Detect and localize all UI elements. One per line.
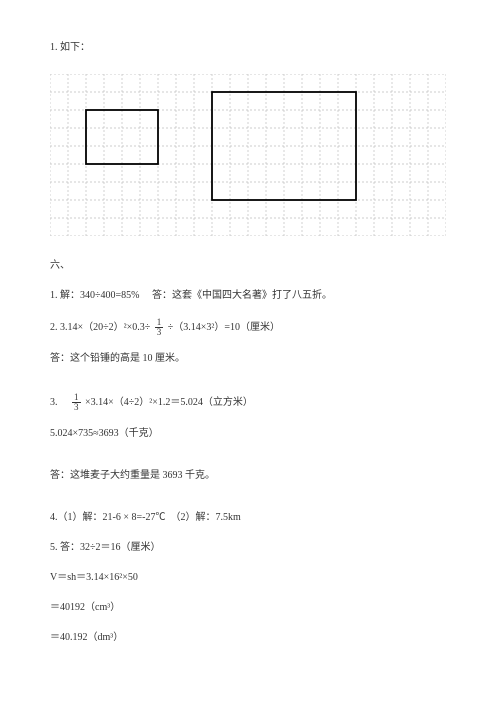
problem-1-answer: 答：这套《中国四大名著》打了八五折。 (152, 290, 332, 301)
problem-3-line2: 5.024×735≈3693（千克） (50, 426, 450, 442)
question-1-label: 1. 如下： (50, 40, 450, 56)
section-6-title: 六、 (50, 258, 450, 274)
problem-4: 4.（1）解：21-6 × 8=-27℃ （2）解：7.5km (50, 510, 450, 526)
fraction-1-3: 1 3 (155, 318, 164, 337)
problem-1-calc: 1. 解：340÷400=85% (50, 290, 139, 301)
problem-2-answer: 答：这个铅锤的高是 10 厘米。 (50, 351, 450, 367)
problem-2-prefix: 2. 3.14×（20÷2）²×0.3÷ (50, 322, 150, 333)
grid-svg (50, 74, 446, 236)
fraction-den: 3 (155, 328, 164, 337)
grid-figure (50, 74, 450, 236)
problem-3-answer: 答：这堆麦子大约重量是 3693 千克。 (50, 468, 450, 484)
problem-3-calc: 3. 1 3 ×3.14×（4÷2）²×1.2＝5.024（立方米） (50, 393, 450, 412)
problem-1: 1. 解：340÷400=85% 答：这套《中国四大名著》打了八五折。 (50, 288, 450, 304)
problem-2-suffix: ÷（3.14×3²）=10（厘米） (168, 322, 280, 333)
fraction-1-3: 1 3 (72, 393, 81, 412)
problem-5-line4: ＝40.192（dm³） (50, 630, 450, 646)
problem-3-prefix: 3. (50, 397, 68, 408)
problem-5-line1: 5. 答：32÷2＝16（厘米） (50, 540, 450, 556)
fraction-den: 3 (72, 403, 81, 412)
problem-5-line3: ＝40192（cm³） (50, 600, 450, 616)
problem-2-calc: 2. 3.14×（20÷2）²×0.3÷ 1 3 ÷（3.14×3²）=10（厘… (50, 318, 450, 337)
problem-3-suffix: ×3.14×（4÷2）²×1.2＝5.024（立方米） (85, 397, 253, 408)
problem-5-line2: V＝sh＝3.14×16²×50 (50, 570, 450, 586)
